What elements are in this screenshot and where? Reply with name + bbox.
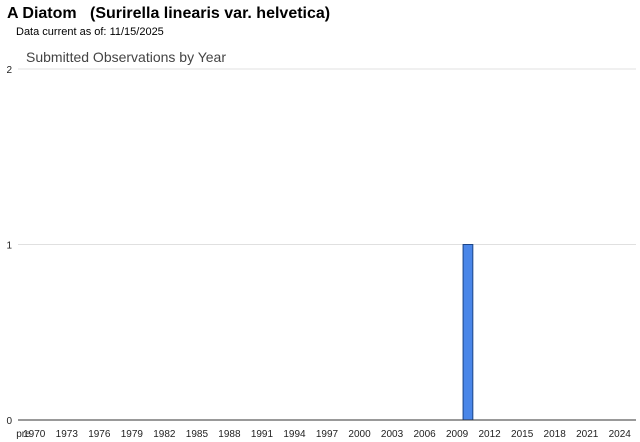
x-tick-label: 1970 — [23, 429, 46, 440]
y-axis-ticks: 0 1 2 — [6, 65, 12, 427]
x-tick-label: 2018 — [544, 429, 567, 440]
x-tick-label: 1982 — [153, 429, 176, 440]
x-tick-label: 2000 — [348, 429, 371, 440]
x-tick-label: 2006 — [413, 429, 436, 440]
species-scientific-name: (Surirella linearis var. helvetica) — [89, 5, 331, 22]
page-title: A Diatom (Surirella linearis var. helvet… — [7, 5, 330, 23]
x-tick-label: 2012 — [479, 429, 502, 440]
y-tick-label: 0 — [6, 416, 12, 427]
x-tick-label: 2015 — [511, 429, 534, 440]
x-tick-label: 1976 — [88, 429, 111, 440]
data-current-line: Data current as of: 11/15/2025 — [16, 26, 164, 38]
y-tick-label: 2 — [6, 65, 12, 76]
data-current-label: Data current as of: — [16, 26, 107, 38]
x-tick-label: 1997 — [316, 429, 339, 440]
x-tick-label: 1979 — [121, 429, 144, 440]
x-tick-label: 1988 — [218, 429, 241, 440]
x-tick-label: 1991 — [251, 429, 274, 440]
data-current-date: 11/15/2025 — [109, 26, 164, 38]
x-tick-label: pre — [16, 429, 31, 440]
x-tick-label: 2024 — [609, 429, 632, 440]
x-tick-label: 1994 — [283, 429, 306, 440]
species-common-name: A Diatom — [7, 5, 77, 22]
x-tick-label: 2009 — [446, 429, 469, 440]
chart-title: Submitted Observations by Year — [26, 49, 226, 65]
x-tick-label: 1985 — [186, 429, 209, 440]
bars — [462, 244, 474, 421]
x-tick-label: 1973 — [56, 429, 79, 440]
bar-2010 — [462, 244, 474, 421]
x-tick-label: 2021 — [576, 429, 599, 440]
gridlines — [18, 68, 636, 245]
x-tick-label: 2003 — [381, 429, 404, 440]
y-tick-label: 1 — [6, 241, 12, 252]
